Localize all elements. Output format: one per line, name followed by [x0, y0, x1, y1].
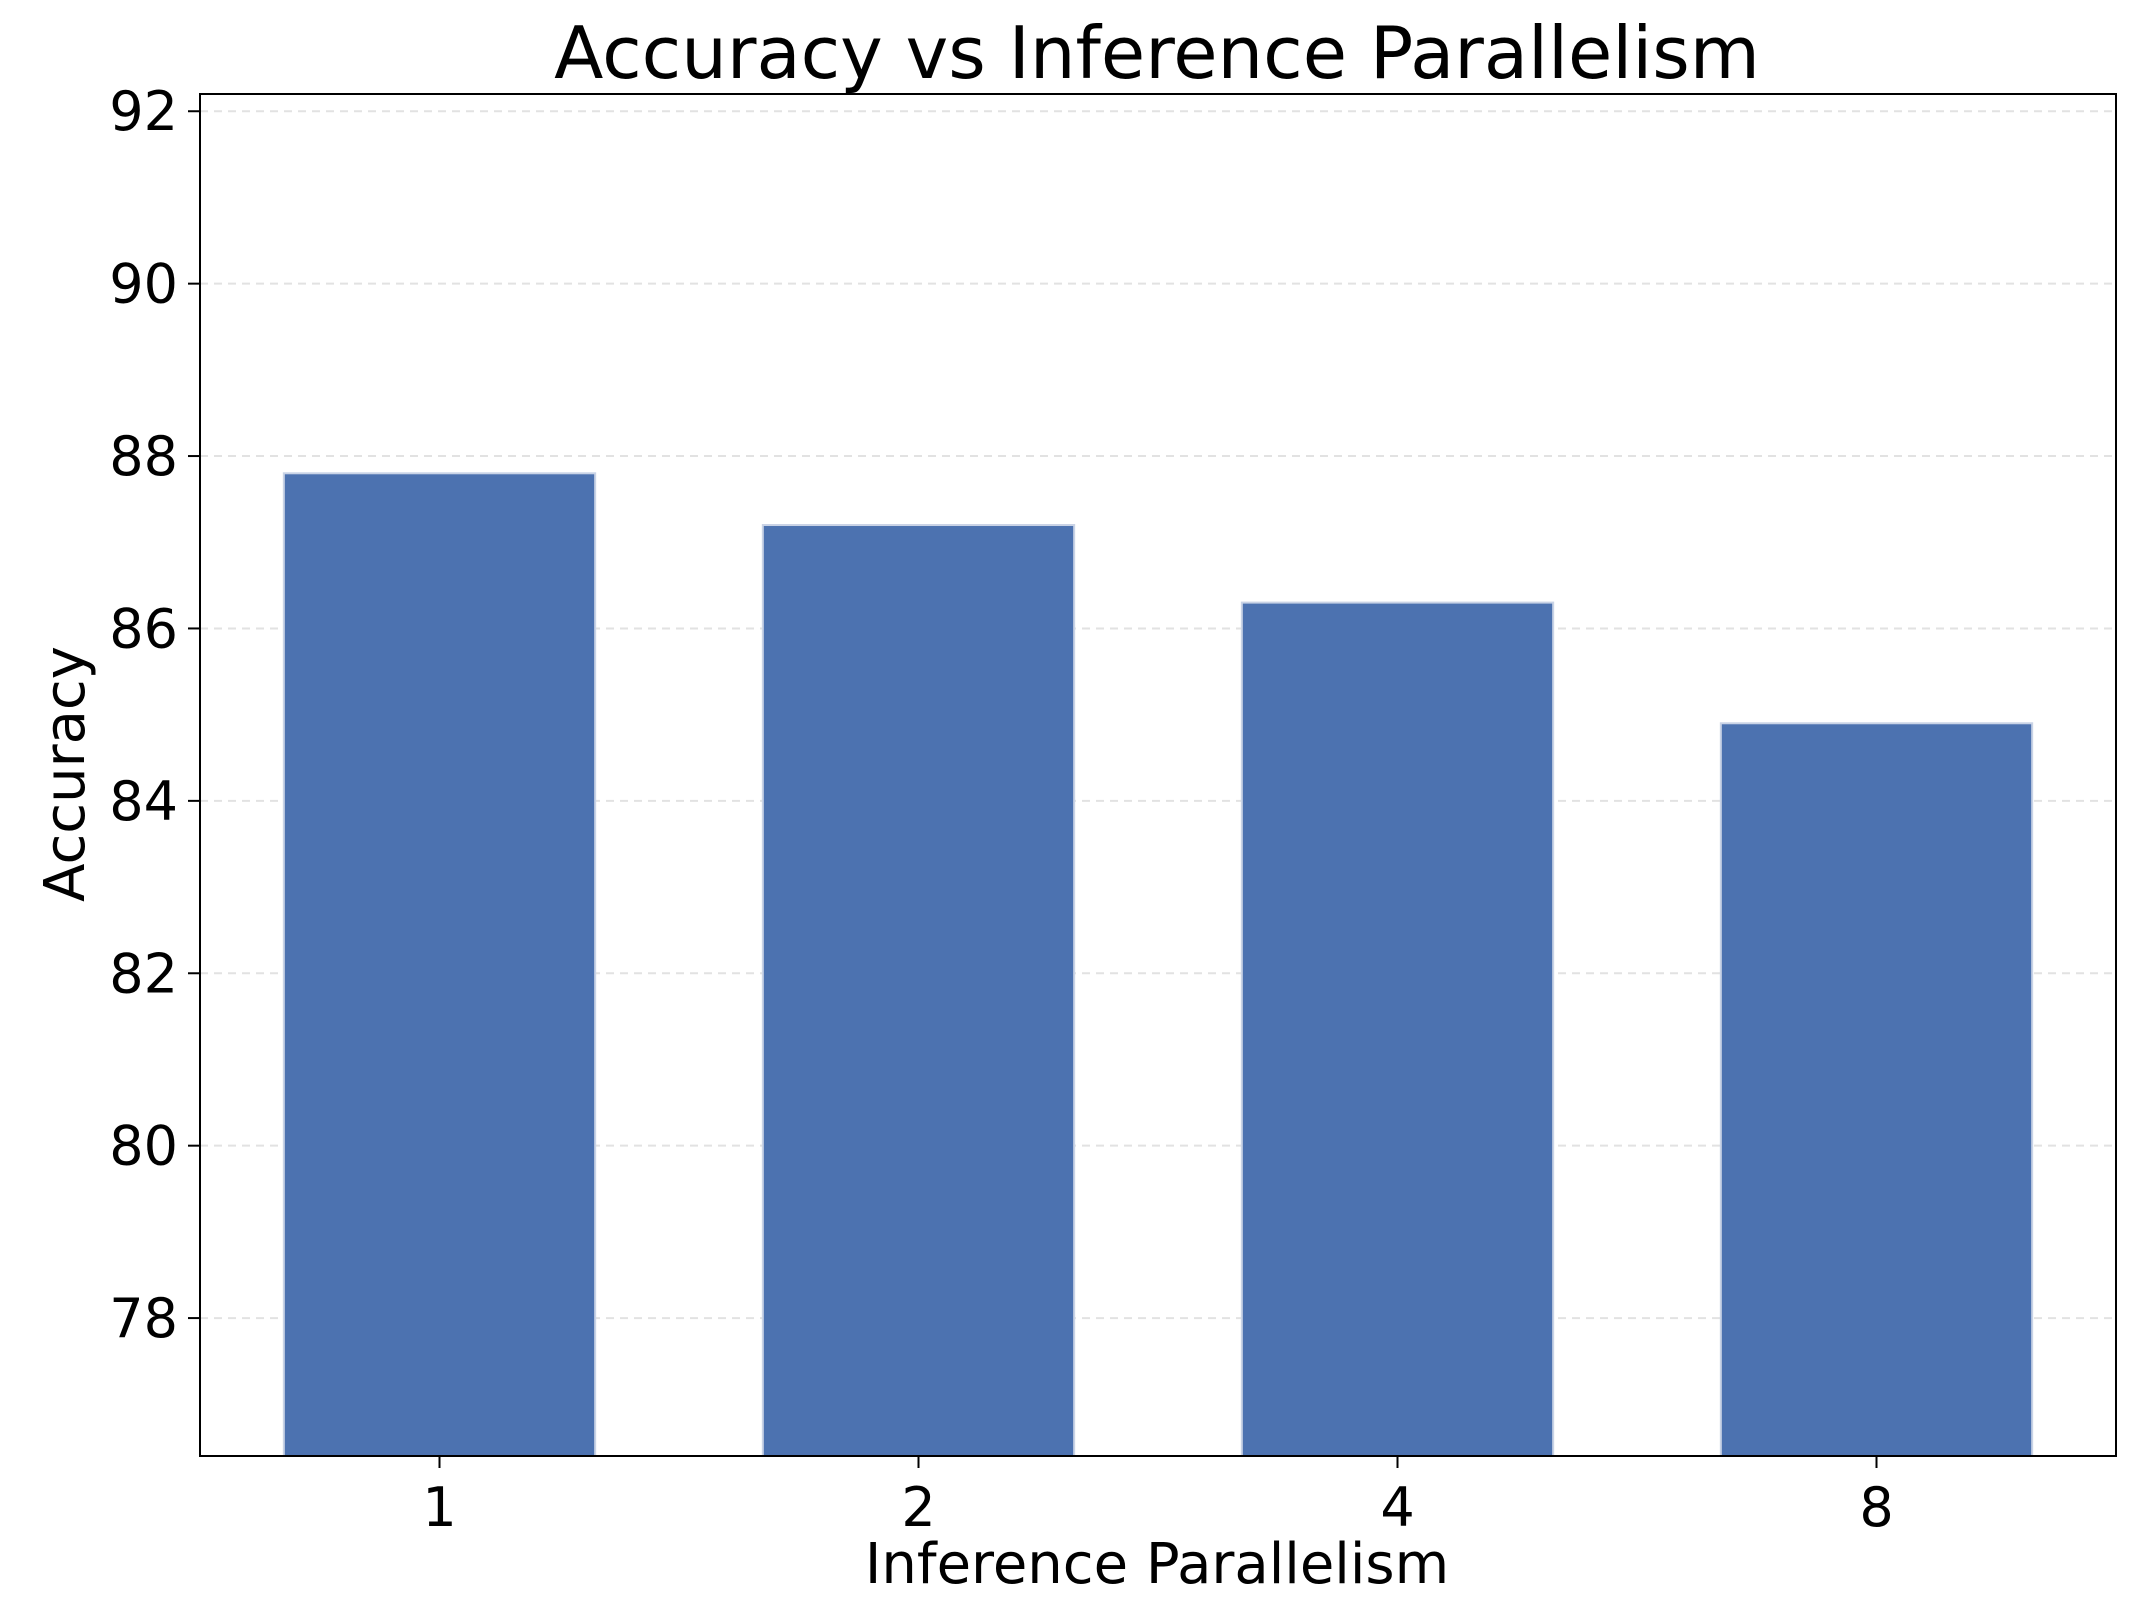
chart-title: Accuracy vs Inference Parallelism — [554, 11, 1760, 95]
y-tick-label: 90 — [109, 253, 178, 316]
y-tick-label: 86 — [109, 597, 178, 660]
x-tick-label: 4 — [1380, 1476, 1414, 1539]
x-tick-label: 2 — [901, 1476, 935, 1539]
y-tick-label: 80 — [109, 1115, 178, 1178]
y-axis-ticks: 78 80 82 84 86 88 90 92 — [109, 80, 200, 1350]
y-tick-label: 88 — [109, 425, 178, 488]
y-axis-title: Accuracy — [33, 646, 98, 902]
y-tick-label: 84 — [109, 770, 178, 833]
x-tick-label: 8 — [1859, 1476, 1893, 1539]
plot-frame — [199, 93, 2117, 1457]
y-tick-label: 82 — [109, 942, 178, 1005]
x-axis-ticks: 1 2 4 8 — [422, 1456, 1894, 1539]
bar-2 — [761, 524, 1076, 1457]
y-tick-label: 78 — [109, 1287, 178, 1350]
bar-1 — [282, 472, 597, 1457]
x-tick-label: 1 — [422, 1476, 456, 1539]
x-axis-title: Inference Parallelism — [865, 1532, 1449, 1597]
y-tick-label: 92 — [109, 80, 178, 143]
bar-4 — [1240, 601, 1555, 1457]
bars — [282, 472, 2034, 1457]
bar-8 — [1719, 722, 2034, 1457]
